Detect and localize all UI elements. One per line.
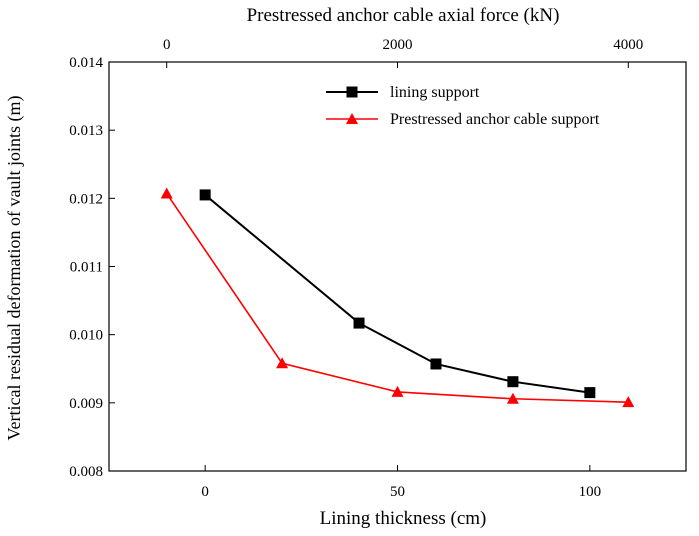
y-tick-label: 0.009 <box>69 396 103 412</box>
x2-tick-label: 0 <box>163 37 171 53</box>
y-tick-label: 0.013 <box>69 123 103 139</box>
x-tick-label: 0 <box>201 484 209 500</box>
series-lines <box>166 193 629 403</box>
legend-label-lining-support: lining support <box>390 84 480 101</box>
data-point-square <box>199 189 211 201</box>
legend: lining support Prestressed anchor cable … <box>326 84 600 128</box>
legend-marker-lining-support <box>346 86 358 98</box>
y-tick-label: 0.012 <box>69 191 103 207</box>
y-tick-label: 0.010 <box>69 328 103 344</box>
data-point-square <box>584 387 596 399</box>
data-point-triangle <box>506 392 519 404</box>
x-tick-label: 50 <box>390 484 405 500</box>
x2-tick-label: 2000 <box>383 37 413 53</box>
x-tick-label: 100 <box>579 484 602 500</box>
data-point-square <box>430 358 442 370</box>
y-tick-label: 0.011 <box>70 260 103 276</box>
y-tick-label: 0.014 <box>69 55 103 71</box>
axis-ticks: 0.008 0.009 0.010 0.011 0.012 0.013 0.014 0 50 10… <box>69 37 643 500</box>
bottom-axis-title: Lining thickness (cm) <box>320 508 487 529</box>
legend-label-anchor-cable-support: Prestressed anchor cable support <box>390 111 600 128</box>
data-point-square <box>353 317 365 329</box>
series-markers <box>160 187 635 408</box>
top-axis-title: Prestressed anchor cable axial force (kN… <box>247 5 560 26</box>
data-point-triangle <box>276 357 289 369</box>
y-axis-title: Vertical residual deformation of vault j… <box>4 96 25 441</box>
data-point-triangle <box>391 385 404 397</box>
legend-marker-anchor-cable-support <box>346 113 358 124</box>
data-point-square <box>507 376 519 388</box>
series-line-anchor-cable-support <box>166 193 629 403</box>
data-point-triangle <box>622 396 635 408</box>
y-tick-label: 0.008 <box>69 464 103 480</box>
data-point-triangle <box>160 187 173 199</box>
x2-tick-label: 4000 <box>613 37 643 53</box>
series-line-lining-support <box>204 194 590 394</box>
